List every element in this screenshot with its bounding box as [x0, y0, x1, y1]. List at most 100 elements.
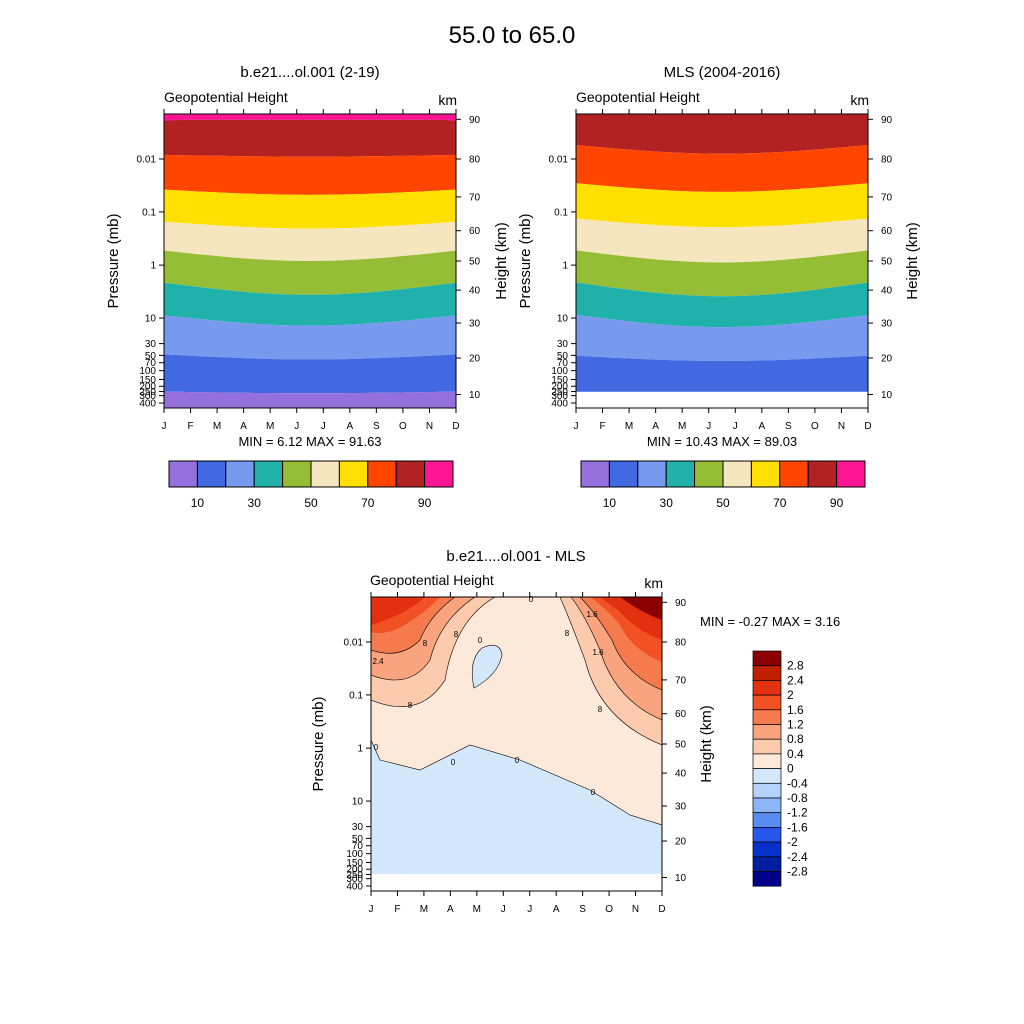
y2-tick-label: 50	[469, 257, 481, 268]
colorbar-label: 10	[191, 496, 205, 510]
x-tick-label: J	[369, 904, 374, 915]
x-tick-label: S	[785, 421, 792, 432]
contour-line	[371, 739, 662, 826]
x-tick-label: J	[733, 421, 738, 432]
panel-title: b.e21....ol.001 - MLS	[446, 548, 585, 565]
x-tick-label: A	[758, 421, 765, 432]
axes: J F M A M J J A S O N D0.010.1110305070100150200250…	[137, 109, 481, 432]
colorbar-swatch	[367, 460, 397, 488]
contour-band	[164, 154, 456, 195]
contour-label: 8	[598, 705, 603, 714]
panel-subtitle: Geopotential Height	[370, 572, 494, 588]
y2-tick-label: 90	[881, 115, 893, 126]
y-tick-label: 50	[352, 834, 364, 845]
contour-band	[576, 114, 868, 154]
colorbar-swatch	[395, 460, 426, 488]
contour-band	[371, 597, 425, 625]
contour-band	[370, 114, 456, 121]
colorbar-swatch	[665, 460, 696, 488]
geopotential-bands	[576, 114, 868, 408]
y-tick-label: 70	[557, 358, 569, 369]
y2-tick-label: 40	[881, 286, 893, 297]
y2-tick-label: 40	[675, 769, 687, 780]
x-tick-label: O	[811, 421, 819, 432]
y-tick-label: 150	[551, 375, 568, 386]
y-tick-label: 300	[346, 874, 363, 885]
colorbar-swatch	[752, 753, 782, 769]
colorbar-label: 1.2	[787, 718, 804, 732]
contour-line	[559, 597, 662, 746]
contour-band	[164, 119, 456, 157]
y-tick-label: 0.1	[349, 690, 363, 701]
panel-mls: MLS (2004-2016) Geopotential Height km J…	[517, 64, 921, 510]
y-tick-label: 400	[346, 882, 363, 893]
x-tick-label: A	[553, 904, 560, 915]
contour-band	[164, 189, 456, 229]
colorbar-swatch	[338, 460, 369, 488]
colorbar: 10 30 50 70 90	[580, 460, 866, 510]
contour-label: 1.6	[592, 648, 604, 657]
y-tick-label: 400	[551, 399, 568, 410]
contour-band	[576, 282, 868, 328]
x-tick-label: A	[240, 421, 247, 432]
colorbar: 2.82.421.61.20.80.40-0.4-0.8-1.2-1.6-2-2…	[752, 650, 808, 887]
units-label: km	[644, 575, 663, 591]
contour-band	[576, 355, 868, 392]
colorbar-swatch	[637, 460, 667, 488]
y-tick-label: 200	[346, 865, 363, 876]
colorbar-swatch	[752, 694, 782, 711]
panel-subtitle: Geopotential Height	[164, 89, 288, 105]
y-tick-label: 50	[557, 351, 569, 362]
colorbar-swatch	[752, 841, 782, 858]
y-axis-label: Pressure (mb)	[310, 696, 327, 791]
x-tick-label: O	[605, 904, 613, 915]
contour-band	[164, 250, 456, 295]
contour-band	[164, 221, 456, 261]
colorbar-swatch	[168, 460, 198, 488]
contour-labels: 0 0 0 0 0 0 8 8 8 8 8 1.6 1.6 2.4	[372, 595, 604, 797]
y2-tick-label: 60	[881, 226, 893, 237]
x-tick-label: J	[706, 421, 711, 432]
y-tick-label: 10	[352, 797, 364, 808]
y2-tick-label: 70	[469, 192, 481, 203]
y2-tick-label: 90	[469, 115, 481, 126]
colorbar-label: 1.6	[787, 703, 804, 717]
x-tick-label: M	[678, 421, 686, 432]
y-tick-label: 0.1	[142, 207, 156, 218]
y2-tick-label: 30	[675, 802, 687, 813]
x-tick-label: M	[266, 421, 274, 432]
x-tick-label: O	[399, 421, 407, 432]
y2-tick-label: 90	[675, 598, 687, 609]
colorbar-swatch	[752, 871, 782, 887]
y-tick-label: 1	[150, 261, 156, 272]
contour-line	[371, 597, 476, 681]
colorbar-swatch	[752, 797, 782, 814]
colorbar-swatch	[752, 782, 782, 799]
contour-label: 2.4	[372, 657, 384, 666]
contour-band	[576, 315, 868, 361]
x-tick-label: J	[162, 421, 167, 432]
contour-label: 8	[408, 701, 413, 710]
panel-title: MLS (2004-2016)	[664, 64, 781, 81]
x-tick-label: S	[579, 904, 586, 915]
x-tick-label: J	[574, 421, 579, 432]
contour-label: 8	[454, 630, 459, 639]
colorbar-swatch	[752, 827, 782, 843]
contour-label: 1.6	[586, 610, 598, 619]
contour-label: 0	[374, 743, 379, 752]
y-tick-label: 10	[557, 314, 569, 325]
axes: J F M A M J J A S O N D0.010.1110305070100150200250…	[549, 109, 893, 432]
y-tick-label: 1	[562, 261, 568, 272]
colorbar-label: -2	[787, 835, 798, 849]
contour-band	[164, 354, 456, 394]
colorbar-swatch	[752, 812, 782, 828]
x-tick-label: F	[187, 421, 193, 432]
y2-tick-label: 50	[675, 740, 687, 751]
y-tick-label: 250	[346, 870, 363, 881]
colorbar-label: 90	[830, 496, 844, 510]
colorbar-swatch	[807, 460, 838, 488]
x-tick-label: N	[426, 421, 433, 432]
min-max-text: MIN = 6.12 MAX = 91.63	[238, 434, 381, 449]
panel-subtitle: Geopotential Height	[576, 89, 700, 105]
